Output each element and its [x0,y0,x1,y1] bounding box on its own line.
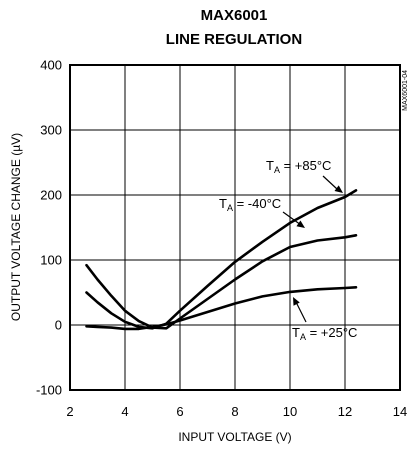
arrowhead-icon [296,220,305,228]
series-label-plus85c: TA = +85°C [266,158,331,175]
series-label-plus25c: TA = +25°C [292,325,357,342]
plot-frame [69,64,401,391]
grid [70,65,400,390]
series-line-plus85c [85,189,358,330]
chart-title: MAX6001 [201,7,268,24]
side-part-label: MAX6001-04 [402,70,409,111]
x-axis-label: INPUT VOLTAGE (V) [178,430,291,444]
series-leader-plus25c [295,301,307,323]
x-tick-label: 10 [283,404,297,419]
y-tick-label: 0 [55,318,62,333]
arrowhead-icon [334,185,343,193]
y-tick-label: 300 [40,123,62,138]
series-lines [85,189,358,331]
y-tick-label: -100 [36,383,62,398]
x-tick-label: 12 [338,404,352,419]
series-leader-minus40c [282,211,302,226]
series-leader-plus85c [322,175,338,190]
x-tick-label: 8 [231,404,238,419]
arrowhead-icon [293,297,300,306]
x-tick-label: 4 [121,404,128,419]
x-tick-label: 14 [393,404,407,419]
y-axis-label: OUTPUT VOLTAGE CHANGE (µV) [9,133,23,321]
chart-subtitle: LINE REGULATION [166,31,302,48]
series-line-minus40c [85,234,358,330]
x-tick-label: 6 [176,404,183,419]
y-tick-label: 100 [40,253,62,268]
y-tick-label: 200 [40,188,62,203]
series-label-minus40c: TA = -40°C [219,196,281,213]
x-tick-labels: 2 4 6 8 10 12 14 [66,404,407,419]
series-annotations: TA = +85°C TA = -40°C TA = +25°C [219,158,357,342]
y-tick-label: 400 [40,58,62,73]
x-tick-label: 2 [66,404,73,419]
series-line-plus25c [85,285,358,331]
y-tick-labels: -100 0 100 200 300 400 [36,58,62,398]
